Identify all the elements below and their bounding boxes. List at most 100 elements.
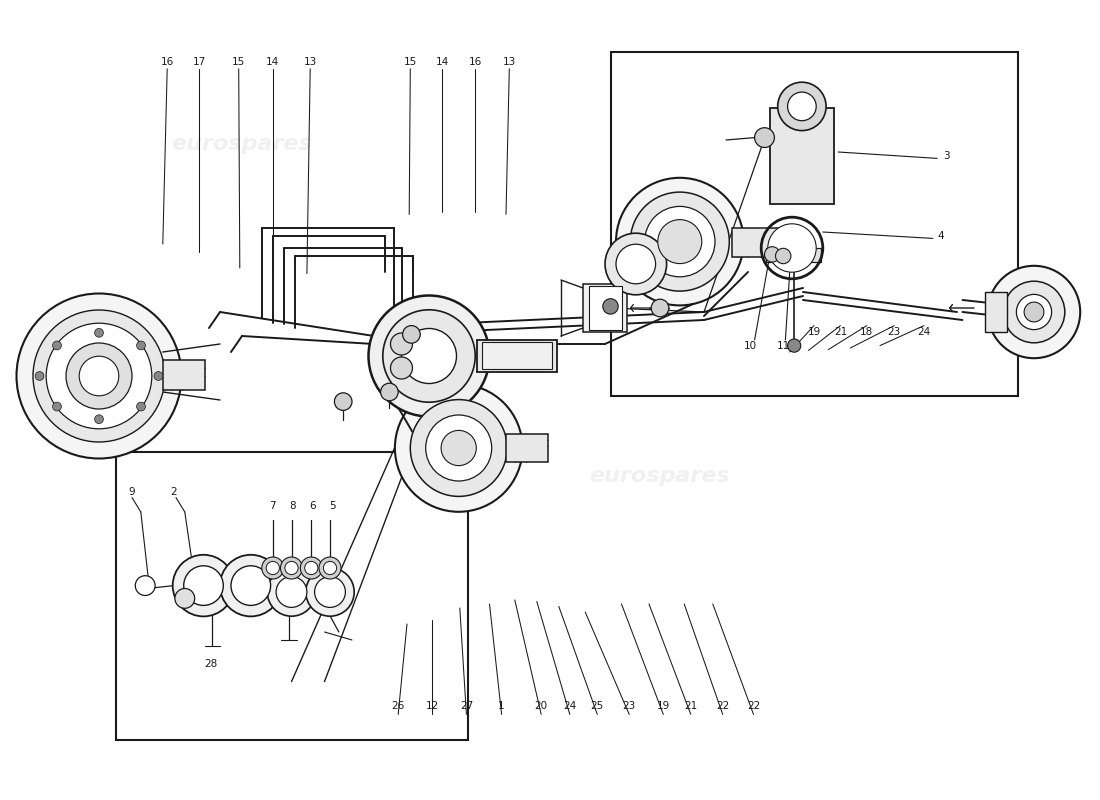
Text: 28: 28 xyxy=(205,659,218,669)
Circle shape xyxy=(323,562,337,574)
Circle shape xyxy=(95,415,103,424)
Circle shape xyxy=(136,341,145,350)
Circle shape xyxy=(402,329,456,383)
Text: 8: 8 xyxy=(289,501,296,510)
Text: 22: 22 xyxy=(747,702,760,711)
Circle shape xyxy=(390,333,412,355)
Text: 17: 17 xyxy=(192,58,206,67)
Text: 6: 6 xyxy=(309,501,316,510)
Text: 15: 15 xyxy=(232,58,245,67)
Circle shape xyxy=(280,557,302,579)
Text: eurospares: eurospares xyxy=(172,134,312,154)
Circle shape xyxy=(778,82,826,130)
Bar xyxy=(583,284,627,332)
Text: 13: 13 xyxy=(503,58,516,67)
Circle shape xyxy=(368,295,490,417)
Circle shape xyxy=(16,294,182,458)
Circle shape xyxy=(616,244,656,284)
Text: 4: 4 xyxy=(937,231,944,241)
Circle shape xyxy=(184,566,223,606)
Text: 19: 19 xyxy=(657,702,670,711)
Text: eurospares: eurospares xyxy=(722,134,862,154)
Circle shape xyxy=(603,298,618,314)
Circle shape xyxy=(46,323,152,429)
Circle shape xyxy=(383,310,475,402)
Circle shape xyxy=(334,393,352,410)
Text: 21: 21 xyxy=(834,327,847,337)
Text: 18: 18 xyxy=(860,327,873,337)
Circle shape xyxy=(95,328,103,338)
Bar xyxy=(766,248,821,262)
Bar xyxy=(198,578,339,593)
Text: 26: 26 xyxy=(392,702,405,711)
Circle shape xyxy=(285,562,298,574)
Circle shape xyxy=(645,206,715,277)
Circle shape xyxy=(768,224,816,272)
Circle shape xyxy=(390,357,412,379)
Circle shape xyxy=(305,562,318,574)
Circle shape xyxy=(319,557,341,579)
Text: 21: 21 xyxy=(684,702,697,711)
Circle shape xyxy=(79,356,119,396)
Text: 23: 23 xyxy=(888,327,901,337)
Text: 13: 13 xyxy=(304,58,317,67)
Circle shape xyxy=(276,577,307,607)
Circle shape xyxy=(220,555,282,617)
Circle shape xyxy=(266,562,279,574)
Circle shape xyxy=(173,555,234,617)
Text: eurospares: eurospares xyxy=(590,466,730,486)
Circle shape xyxy=(605,234,667,295)
Circle shape xyxy=(403,326,420,343)
Bar xyxy=(770,108,834,204)
Circle shape xyxy=(231,566,271,606)
Circle shape xyxy=(306,568,354,616)
Circle shape xyxy=(315,577,345,607)
Circle shape xyxy=(395,384,522,512)
Text: 1: 1 xyxy=(498,702,505,711)
Circle shape xyxy=(66,343,132,409)
Circle shape xyxy=(1016,294,1052,330)
Circle shape xyxy=(616,178,744,306)
Text: 27: 27 xyxy=(460,702,473,711)
Circle shape xyxy=(426,415,492,481)
Text: 10: 10 xyxy=(744,341,757,350)
Text: 24: 24 xyxy=(563,702,576,711)
Circle shape xyxy=(136,402,145,411)
Circle shape xyxy=(658,219,702,264)
Bar xyxy=(116,452,468,740)
Circle shape xyxy=(35,371,44,380)
Circle shape xyxy=(135,576,155,595)
Circle shape xyxy=(262,557,284,579)
Circle shape xyxy=(764,246,780,262)
Text: 12: 12 xyxy=(426,702,439,711)
Circle shape xyxy=(1024,302,1044,322)
Circle shape xyxy=(267,568,316,616)
Circle shape xyxy=(788,339,801,352)
Text: eurospares: eurospares xyxy=(172,466,312,486)
Circle shape xyxy=(1003,282,1065,342)
Bar xyxy=(163,360,205,390)
Circle shape xyxy=(410,400,507,496)
Circle shape xyxy=(988,266,1080,358)
Text: 23: 23 xyxy=(623,702,636,711)
Circle shape xyxy=(53,402,62,411)
Text: 19: 19 xyxy=(807,327,821,337)
Text: 14: 14 xyxy=(436,58,449,67)
Circle shape xyxy=(154,371,163,380)
Text: 16: 16 xyxy=(161,58,174,67)
Text: 20: 20 xyxy=(535,702,548,711)
Circle shape xyxy=(33,310,165,442)
Circle shape xyxy=(755,128,774,147)
Bar xyxy=(482,342,552,369)
Circle shape xyxy=(175,589,195,608)
Bar xyxy=(477,340,557,372)
Text: 11: 11 xyxy=(777,341,790,350)
Circle shape xyxy=(651,299,669,317)
Text: 7: 7 xyxy=(270,501,276,510)
Circle shape xyxy=(300,557,322,579)
Circle shape xyxy=(776,248,791,264)
Text: 25: 25 xyxy=(591,702,604,711)
Text: 14: 14 xyxy=(266,58,279,67)
Text: 9: 9 xyxy=(129,487,135,497)
Text: 15: 15 xyxy=(404,58,417,67)
